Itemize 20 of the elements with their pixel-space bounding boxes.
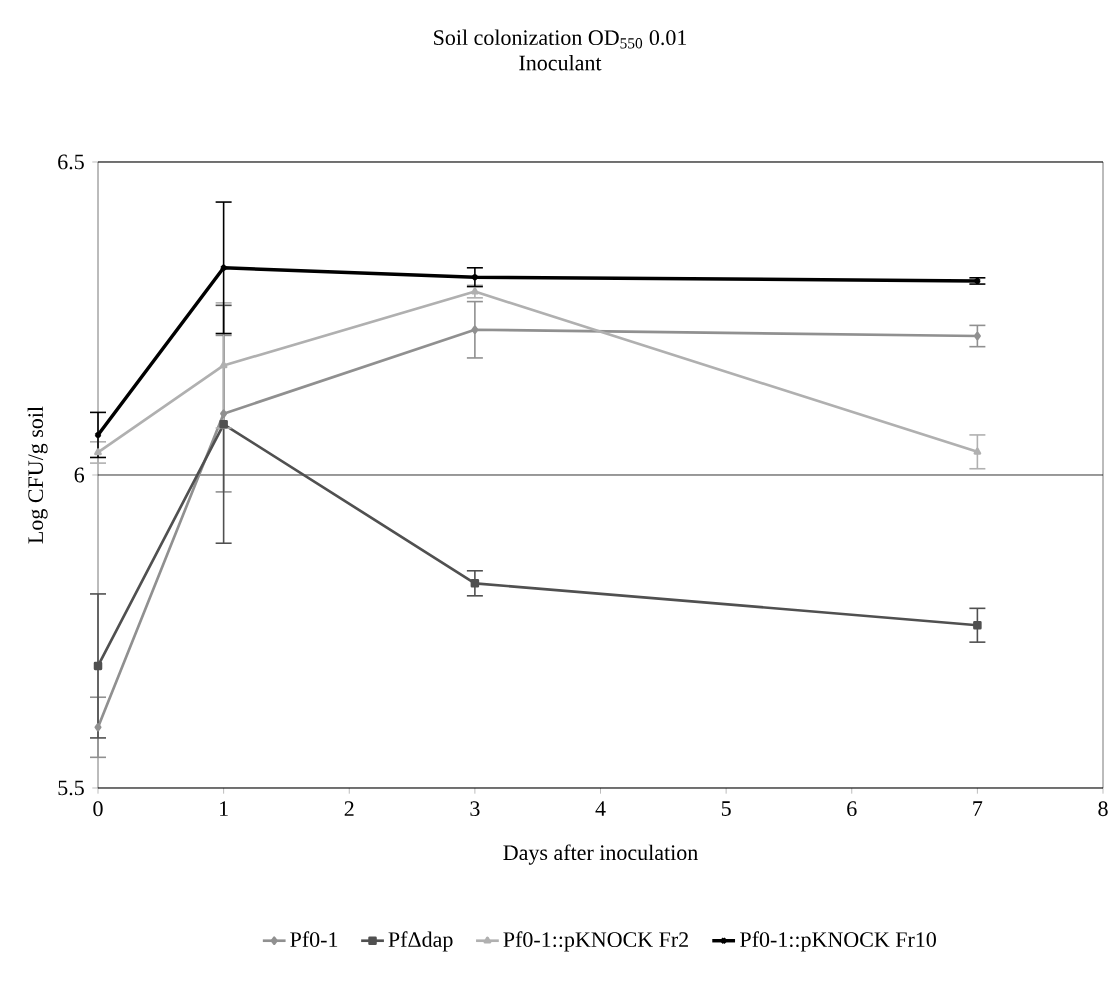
x-tick-label: 1	[220, 801, 228, 816]
chart-title: Soil colonization OD$_{550}$ 0.01	[434, 29, 687, 49]
legend-label: Pf0-1::pKNOCK Fr2	[503, 931, 688, 952]
y-tick-label: 6	[74, 467, 85, 483]
x-tick-label: 0	[93, 801, 103, 817]
x-axis-title: Days after inoculation	[503, 844, 698, 865]
x-tick-label: 5	[721, 801, 731, 816]
x-tick-label: 8	[1098, 801, 1108, 817]
legend-label: PfΔdap	[388, 931, 453, 952]
y-tick-label: 5.5	[58, 780, 84, 796]
y-tick-label: 6.5	[58, 154, 84, 170]
x-tick-label: 3	[470, 801, 480, 817]
legend-label: Pf0-1	[290, 931, 338, 948]
x-tick-label: 7	[973, 801, 983, 816]
legend-label: Pf0-1::pKNOCK Fr10	[740, 931, 936, 952]
chart-subtitle: Inoculant	[519, 54, 602, 71]
y-axis-title: Log CFU/g soil	[27, 406, 48, 544]
x-tick-label: 4	[595, 801, 606, 816]
x-tick-label: 6	[847, 801, 857, 817]
x-tick-label: 2	[344, 801, 354, 816]
